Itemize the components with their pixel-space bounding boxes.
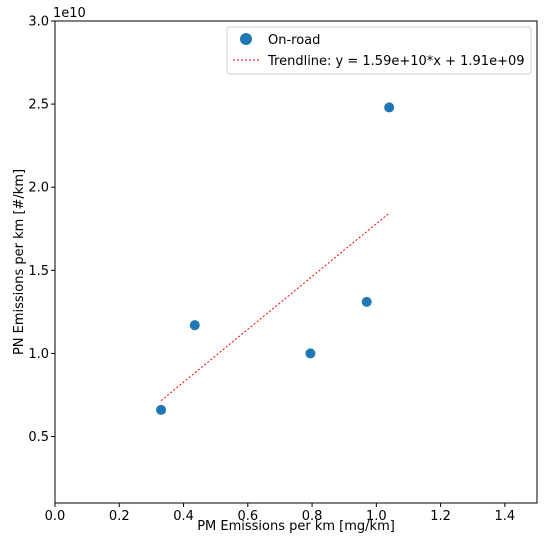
y-tick-label: 2.5	[28, 98, 49, 113]
trendline	[160, 212, 390, 402]
x-tick-label: 0.8	[302, 509, 323, 524]
data-point-on-road	[156, 404, 167, 415]
x-tick-label: 1.0	[366, 509, 387, 524]
x-tick-label: 0.0	[45, 509, 66, 524]
data-point-on-road	[384, 102, 395, 113]
x-tick-label: 0.2	[109, 509, 130, 524]
y-axis-label: PN Emissions per km [#/km]	[12, 169, 27, 355]
y-offset-label: 1e10	[53, 6, 86, 21]
y-tick-label: 3.0	[28, 15, 49, 30]
data-point-on-road	[189, 320, 200, 331]
legend: On-road Trendline: y = 1.59e+10*x + 1.91…	[226, 26, 532, 75]
y-tick-label: 1.0	[28, 347, 49, 362]
x-axis-ticks: 0.0 0.2 0.4 0.6 0.8 1.0 1.2 1.4	[45, 503, 516, 524]
x-axis-label: PM Emissions per km [mg/km]	[197, 519, 395, 534]
plot-area	[54, 20, 538, 504]
data-point-on-road	[305, 348, 316, 359]
x-tick-label: 1.4	[495, 509, 516, 524]
series-layer	[156, 102, 395, 415]
y-axis-ticks: 0.5 1.0 1.5 2.0 2.5 3.0	[28, 15, 55, 445]
legend-marker-on-road	[240, 33, 252, 45]
y-tick-label: 0.5	[28, 430, 49, 445]
legend-box	[226, 26, 532, 75]
x-tick-label: 0.6	[237, 509, 258, 524]
x-tick-label: 0.4	[173, 509, 194, 524]
data-point-on-road	[361, 296, 372, 307]
legend-label-on-road: On-road	[268, 33, 320, 48]
y-tick-label: 2.0	[28, 181, 49, 196]
y-tick-label: 1.5	[28, 264, 49, 279]
x-tick-label: 1.2	[430, 509, 451, 524]
legend-label-trendline: Trendline: y = 1.59e+10*x + 1.91e+09	[267, 54, 525, 69]
